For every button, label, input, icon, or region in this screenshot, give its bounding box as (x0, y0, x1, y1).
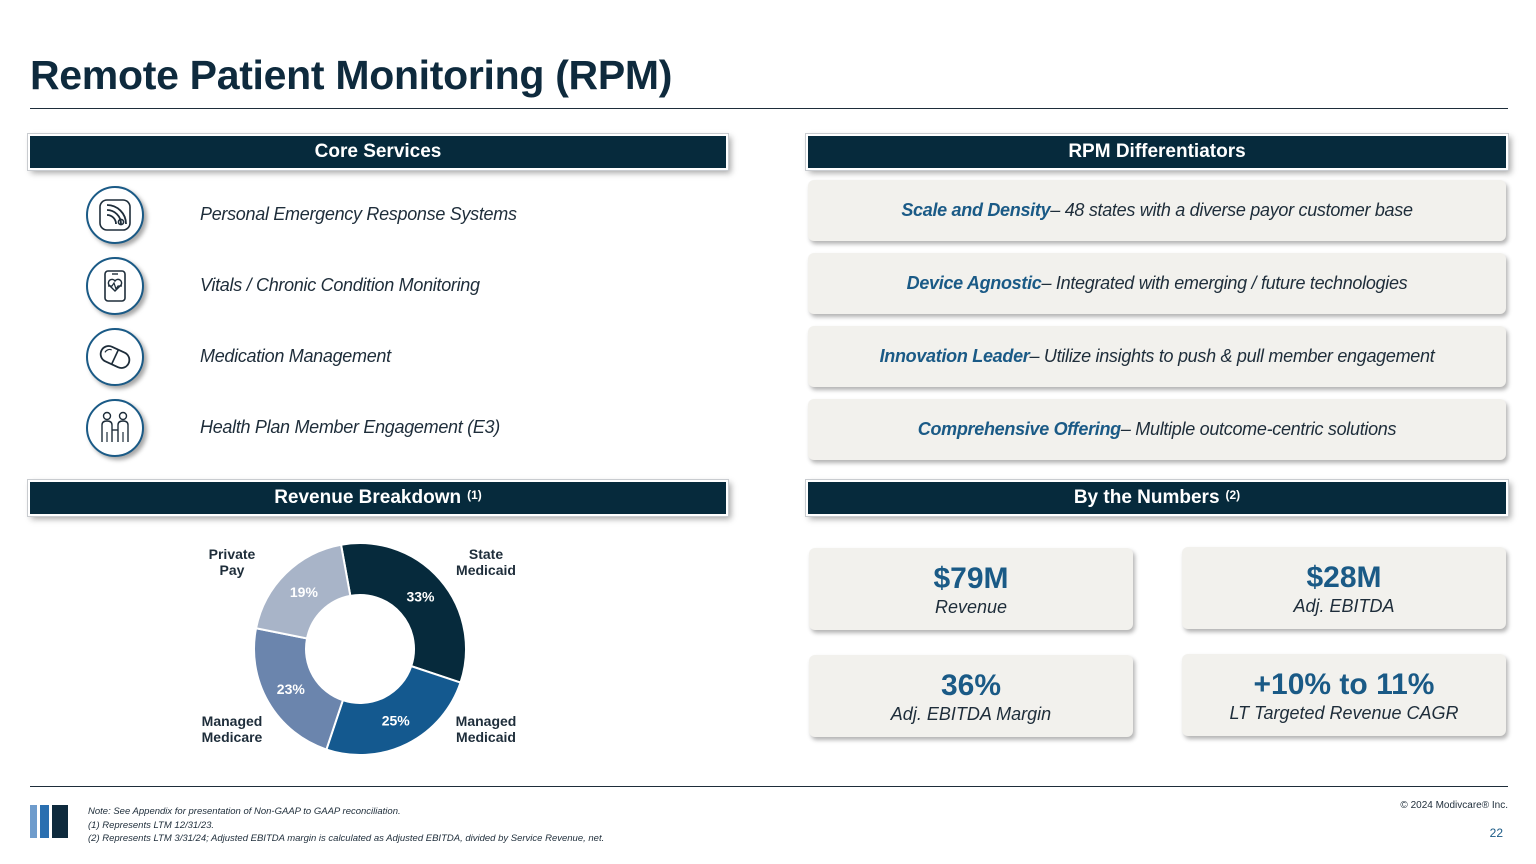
slice-private-pay (254, 543, 352, 640)
slice-value-label: 19% (290, 584, 319, 600)
category-line: Medicaid (456, 729, 516, 745)
differentiator-card: Device Agnostic – Integrated with emergi… (808, 253, 1506, 314)
differentiator-text: – Multiple outcome-centric solutions (1120, 419, 1397, 439)
metric-card: 36% Adj. EBITDA Margin (809, 655, 1133, 737)
service-item: Health Plan Member Engagement (E3) (86, 399, 726, 463)
differentiator-highlight: Device Agnostic (906, 273, 1042, 293)
service-item: Vitals / Chronic Condition Monitoring (86, 257, 726, 321)
metric-label: Revenue (934, 597, 1008, 617)
footnote-line: Note: See Appendix for presentation of N… (88, 806, 401, 817)
by-the-numbers-header: By the Numbers (2) (806, 480, 1508, 516)
category-line: Pay (219, 562, 245, 578)
differentiator-card: Innovation Leader – Utilize insights to … (808, 326, 1506, 387)
metric-label: LT Targeted Revenue CAGR (1229, 703, 1459, 723)
copyright: © 2024 Modivcare® Inc. (1400, 800, 1508, 811)
slice-managed-medicaid (325, 664, 462, 756)
category-label-private-pay: Private Pay (187, 546, 277, 578)
differentiator-text: – Integrated with emerging / future tech… (1041, 273, 1408, 293)
category-label-state-medicaid: State Medicaid (441, 546, 531, 578)
category-line: Medicare (201, 729, 263, 745)
heart-monitor-phone-icon (86, 257, 144, 315)
slice-state-medicaid (339, 542, 467, 684)
company-logo (30, 805, 68, 838)
slice-value-label: 25% (382, 713, 411, 729)
metric-value: 36% (940, 669, 1002, 702)
service-label: Vitals / Chronic Condition Monitoring (200, 275, 480, 295)
metric-card: $79M Revenue (809, 548, 1133, 630)
revenue-breakdown-header-label: Revenue Breakdown (274, 487, 462, 508)
differentiator-card: Comprehensive Offering – Multiple outcom… (808, 399, 1506, 460)
revenue-donut-chart: 33% 25% 23% 19% State Medicaid Managed Medica… (190, 536, 550, 766)
page-number: 22 (1489, 826, 1503, 840)
wifi-signal-icon (86, 186, 144, 244)
differentiator-text: – 48 states with a diverse payor custome… (1050, 200, 1413, 220)
metric-value: $28M (1306, 561, 1382, 594)
service-label: Medication Management (200, 346, 391, 366)
donut-svg: 33% 25% 23% 19% (253, 542, 467, 756)
metric-card: $28M Adj. EBITDA (1182, 547, 1506, 629)
title-divider (30, 108, 1508, 109)
footnotes: Note: See Appendix for presentation of N… (88, 805, 604, 846)
service-label: Health Plan Member Engagement (E3) (200, 417, 500, 437)
service-label: Personal Emergency Response Systems (200, 204, 517, 224)
differentiators-header-label: RPM Differentiators (1068, 141, 1246, 162)
revenue-breakdown-header: Revenue Breakdown (1) (28, 480, 728, 516)
footer-divider (30, 786, 1508, 787)
differentiators-header: RPM Differentiators (806, 134, 1508, 170)
revenue-footnote-ref: (1) (467, 488, 482, 502)
by-the-numbers-header-label: By the Numbers (1073, 487, 1220, 508)
category-line: Medicaid (456, 562, 516, 578)
slice-managed-medicare (253, 627, 345, 751)
footnote-line: (1) Represents LTM 12/31/23. (88, 819, 215, 831)
category-label-managed-medicare: Managed Medicare (187, 713, 277, 745)
footnote-line: (2) Represents LTM 3/31/24; Adjusted EBI… (88, 833, 605, 844)
category-label-managed-medicaid: Managed Medicaid (441, 713, 531, 745)
metric-value: $79M (933, 562, 1009, 595)
slice-value-label: 33% (406, 589, 435, 605)
metric-label: Adj. EBITDA (1293, 596, 1395, 616)
category-line: State (468, 546, 504, 562)
category-line: Managed (201, 713, 263, 729)
differentiator-highlight: Innovation Leader (879, 346, 1030, 366)
metric-card: +10% to 11% LT Targeted Revenue CAGR (1182, 654, 1506, 736)
numbers-footnote-ref: (2) (1225, 488, 1241, 502)
core-services-header: Core Services (28, 134, 728, 170)
category-line: Private (208, 546, 256, 562)
category-line: Managed (455, 713, 517, 729)
differentiator-text: – Utilize insights to push & pull member… (1029, 346, 1435, 366)
slice-value-label: 23% (277, 681, 306, 697)
metric-value: +10% to 11% (1253, 668, 1435, 701)
core-services-header-label: Core Services (314, 141, 442, 162)
differentiator-highlight: Scale and Density (901, 200, 1051, 220)
metric-label: Adj. EBITDA Margin (890, 704, 1052, 724)
service-item: Personal Emergency Response Systems (86, 186, 726, 250)
page-title: Remote Patient Monitoring (RPM) (30, 52, 673, 98)
service-item: Medication Management (86, 328, 726, 392)
pill-capsule-icon (86, 328, 144, 386)
differentiator-highlight: Comprehensive Offering (917, 419, 1121, 439)
people-icon (86, 399, 144, 457)
differentiator-card: Scale and Density – 48 states with a div… (808, 180, 1506, 241)
